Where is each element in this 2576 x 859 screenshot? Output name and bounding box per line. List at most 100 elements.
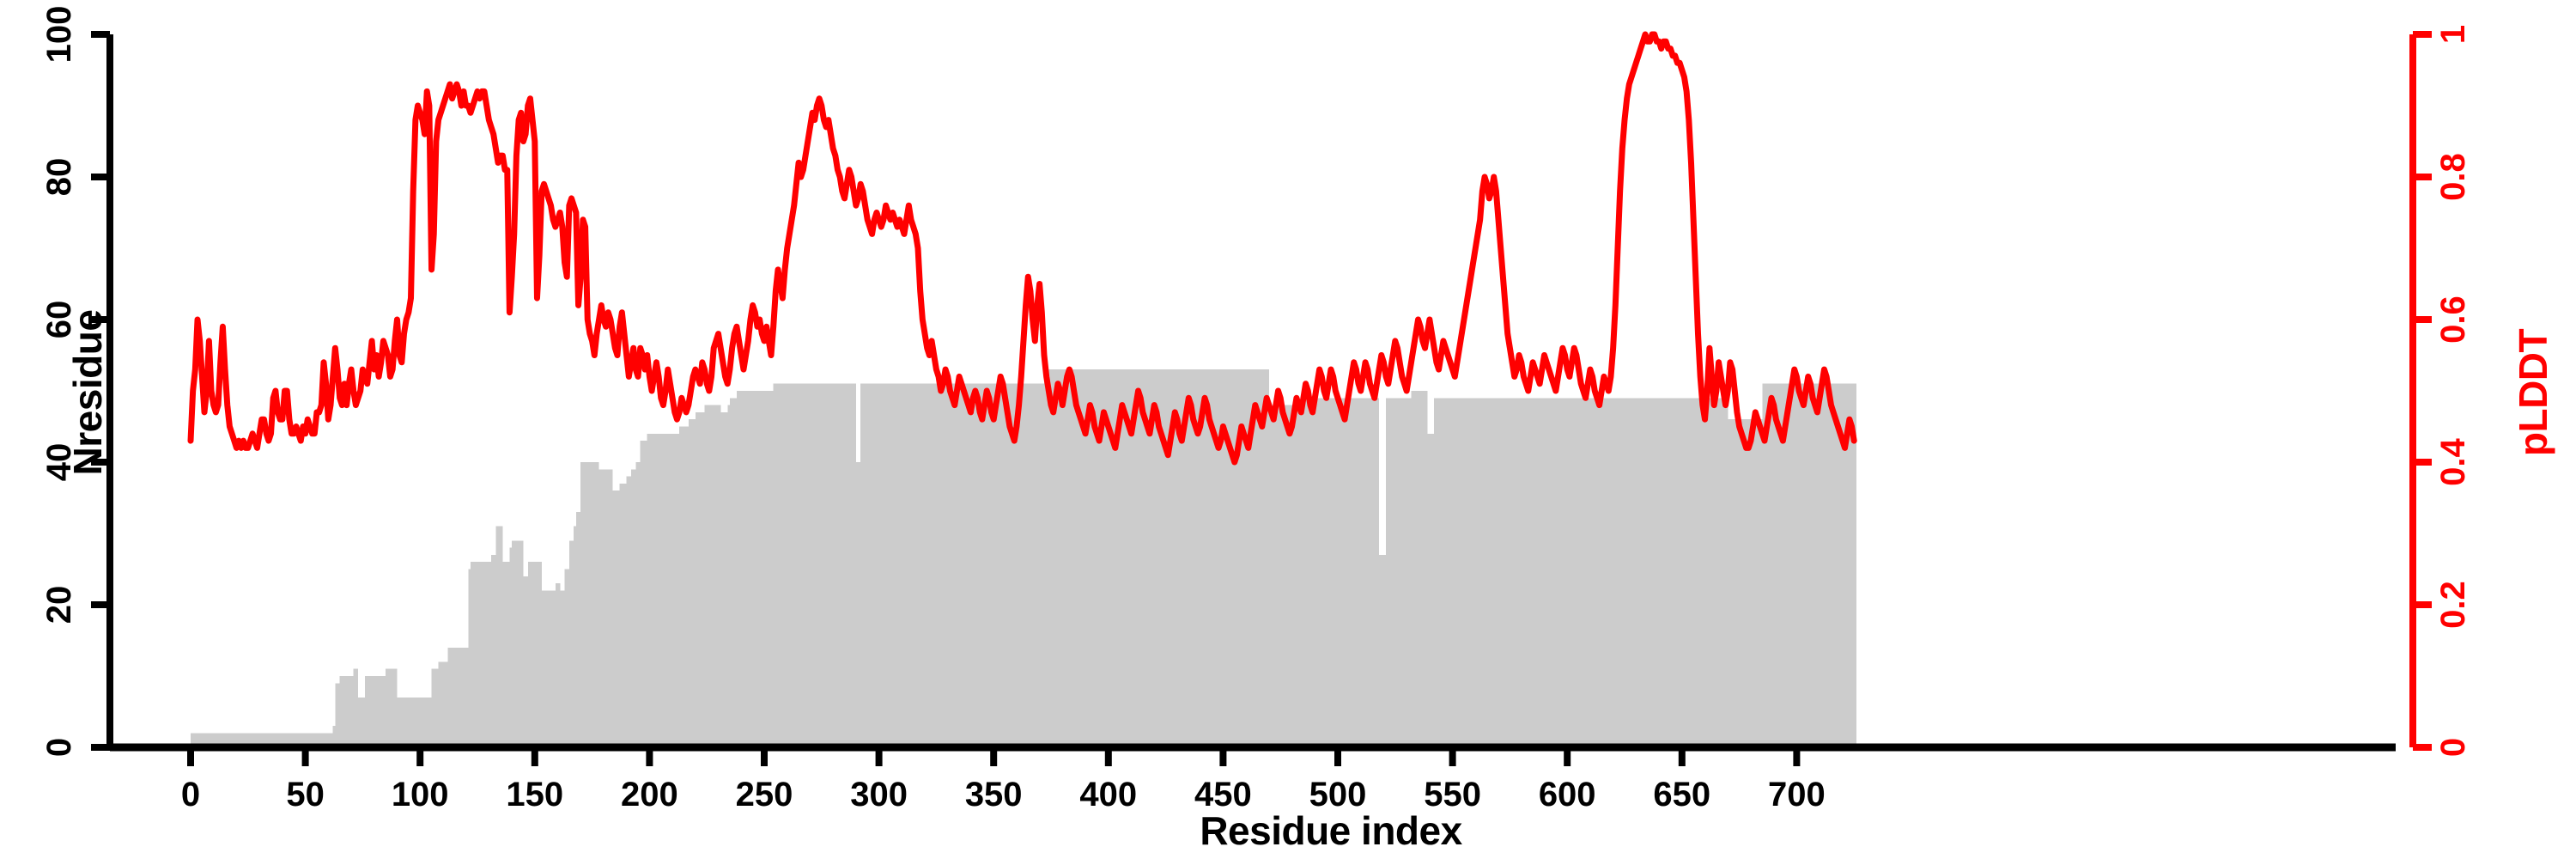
nresidue-bar [1131, 369, 1134, 747]
nresidue-bar [1239, 369, 1242, 747]
plddt-line [187, 31, 1857, 466]
nresidue-bar [1012, 383, 1015, 747]
nresidue-bar [1154, 369, 1157, 747]
nresidue-bar [1065, 369, 1067, 747]
nresidue-bar [638, 462, 641, 747]
left-axis: 0 20 40 60 80 100 [40, 6, 113, 757]
nresidue-bar [1345, 398, 1347, 747]
nresidue-bar [950, 383, 953, 747]
nresidue-bar [881, 383, 884, 747]
nresidue-bar [700, 411, 702, 747]
nresidue-bar [878, 383, 882, 747]
nresidue-bar [1182, 369, 1185, 747]
nresidue-bar [1771, 383, 1774, 747]
nresidue-bar [216, 733, 219, 747]
nresidue-bar [1294, 405, 1297, 747]
nresidue-bar [1158, 369, 1162, 747]
nresidue-bar [756, 391, 760, 747]
nresidue-bar [1213, 369, 1217, 747]
nresidue-bar [1030, 383, 1033, 747]
nresidue-bar [1613, 398, 1616, 747]
nresidue-bar [1060, 369, 1063, 747]
nresidue-bar [1234, 369, 1237, 747]
nresidue-bar [1564, 398, 1568, 747]
nresidue-bar [844, 383, 848, 747]
nresidue-bar [459, 647, 462, 747]
nresidue-bar [612, 490, 616, 747]
nresidue-bar [1766, 383, 1770, 747]
nresidue-bar [1485, 398, 1487, 747]
nresidue-bar [1367, 398, 1370, 747]
nresidue-bar [560, 590, 562, 747]
nresidue-bar [1149, 369, 1152, 747]
nresidue-bar [1833, 383, 1836, 747]
nresidue-bar [252, 733, 255, 747]
nresidue-bar [1753, 419, 1756, 747]
nresidue-bar [1372, 398, 1375, 747]
nresidue-bar [1776, 383, 1779, 747]
nresidue-bar [243, 733, 246, 747]
nresidue-bar [819, 383, 822, 747]
nresidue-bar [1083, 369, 1086, 747]
nresidue-bar [702, 411, 705, 747]
nresidue-bar [1346, 398, 1350, 747]
nresidue-bar [667, 433, 671, 747]
nresidue-bar [1521, 398, 1524, 747]
nresidue-bar [268, 733, 271, 747]
nresidue-bar [277, 733, 281, 747]
nresidue-bar [697, 411, 701, 747]
nresidue-bar [332, 726, 336, 747]
nresidue-bar [1212, 369, 1214, 747]
nresidue-bar [725, 411, 728, 747]
nresidue-bar [778, 383, 781, 747]
nresidue-bar [465, 647, 469, 747]
nresidue-bar [587, 462, 590, 747]
nresidue-bar [1764, 383, 1767, 747]
nresidue-bar [1704, 398, 1708, 747]
nresidue-bar [769, 391, 772, 747]
nresidue-bar [1670, 398, 1674, 747]
nresidue-bar [1406, 398, 1409, 747]
nresidue-bar [1042, 383, 1045, 747]
nresidue-bar [335, 683, 338, 747]
nresidue-bar [539, 562, 542, 747]
nresidue-bar [683, 426, 687, 747]
nresidue-bar [940, 383, 944, 747]
nresidue-bar [353, 668, 356, 747]
nresidue-bar [1810, 383, 1814, 747]
nresidue-bar [708, 405, 712, 747]
nresidue-bar [1813, 383, 1815, 747]
nresidue-bar [1330, 398, 1334, 747]
nresidue-bar [589, 462, 592, 747]
nresidue-bar [1449, 398, 1453, 747]
nresidue-bar [1340, 398, 1343, 747]
nresidue-bar [775, 383, 779, 747]
nresidue-bar [663, 433, 666, 747]
nresidue-bar [578, 512, 581, 747]
nresidue-bar [1674, 398, 1678, 747]
nresidue-bar [1113, 369, 1115, 747]
nresidue-bar [507, 562, 510, 747]
nresidue-bar [1722, 398, 1726, 747]
nresidue-bar [1051, 369, 1054, 747]
nresidue-bar [1695, 398, 1698, 747]
nresidue-bar [309, 733, 313, 747]
nresidue-bar [328, 733, 331, 747]
nresidue-bar [1757, 419, 1760, 747]
nresidue-bar [477, 562, 480, 747]
nresidue-bar [567, 569, 569, 747]
nresidue-bar [1175, 369, 1178, 747]
nresidue-bar [1787, 383, 1790, 747]
nresidue-bar [369, 676, 373, 747]
nresidue-bar [1401, 398, 1405, 747]
nresidue-bar [745, 391, 749, 747]
tick-label: 0 [2434, 738, 2472, 757]
nresidue-bar [199, 733, 203, 747]
nresidue-bar [1691, 398, 1694, 747]
nresidue-bar [555, 583, 558, 747]
nresidue-bar [660, 433, 664, 747]
nresidue-bar [247, 733, 251, 747]
nresidue-bar [1721, 398, 1723, 747]
nresidue-bar [259, 733, 262, 747]
nresidue-bar [1186, 369, 1189, 747]
